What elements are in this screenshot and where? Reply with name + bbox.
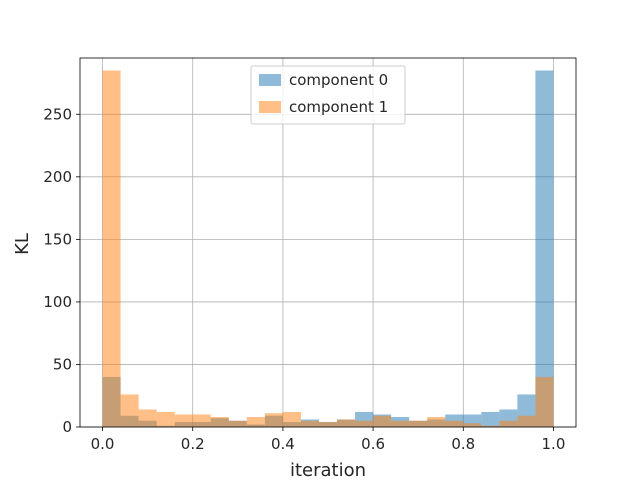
y-axis-label: KL [12, 233, 33, 255]
legend-label-1: component 1 [289, 98, 388, 116]
tick-labels: 0.0 0.2 0.4 0.6 0.8 1.0 0 50 100 150 200 250 [43, 105, 565, 453]
bar-series-1-bin-15 [373, 415, 392, 427]
y-tick-label-0: 0 [62, 418, 72, 436]
axes [76, 57, 577, 431]
bar-series-1-bin-0 [102, 70, 121, 427]
bar-series-1-bin-16 [391, 420, 410, 427]
bar-series-1-bin-23 [517, 415, 536, 427]
bar-series-1-bin-20 [463, 423, 482, 427]
bar-series-1-bin-11 [300, 420, 319, 427]
bar-series-0-bin-24 [535, 70, 554, 427]
bar-series-1-bin-3 [156, 411, 175, 427]
bar-series-1-bin-18 [427, 416, 446, 427]
bars [102, 70, 554, 427]
y-tick-label-2: 100 [43, 293, 72, 311]
bar-series-1-bin-24 [535, 376, 554, 427]
bar-series-1-bin-17 [409, 420, 428, 427]
bar-series-1-bin-2 [138, 409, 157, 427]
bar-series-1-bin-5 [192, 414, 211, 427]
bar-series-1-bin-19 [445, 420, 464, 427]
x-axis-label: iteration [290, 460, 366, 480]
x-tick-label-3: 0.6 [361, 435, 385, 453]
y-tick-label-1: 50 [53, 355, 72, 373]
legend-box [250, 65, 406, 125]
bar-series-1-bin-8 [246, 416, 265, 427]
legend-swatch-0 [259, 74, 281, 86]
y-tick-label-5: 250 [43, 105, 72, 123]
bar-series-1-bin-21 [481, 425, 500, 427]
bar-series-1-bin-7 [228, 420, 247, 427]
bar-series-1-bin-1 [120, 394, 139, 427]
legend: component 0 component 1 [250, 65, 406, 125]
x-tick-label-5: 1.0 [542, 435, 566, 453]
bar-series-0-bin-21 [481, 411, 500, 427]
x-tick-label-1: 0.2 [181, 435, 205, 453]
bar-series-1-bin-12 [318, 421, 338, 427]
x-tick-label-0: 0.0 [91, 435, 115, 453]
bar-series-1-bin-14 [355, 420, 374, 427]
bar-series-1-bin-4 [174, 414, 193, 427]
bar-series-1-bin-13 [337, 419, 356, 427]
y-tick-label-4: 200 [43, 168, 72, 186]
plot-frame [79, 57, 577, 428]
x-tick-label-2: 0.4 [271, 435, 295, 453]
legend-swatch-1 [259, 101, 281, 113]
bar-series-1-bin-22 [499, 420, 518, 427]
bar-series-1-bin-9 [264, 413, 283, 427]
legend-label-0: component 0 [289, 71, 388, 89]
bar-series-1-bin-6 [210, 416, 229, 427]
y-tick-label-3: 150 [43, 230, 72, 248]
bar-series-1-bin-10 [282, 411, 301, 427]
x-tick-label-4: 0.8 [451, 435, 475, 453]
